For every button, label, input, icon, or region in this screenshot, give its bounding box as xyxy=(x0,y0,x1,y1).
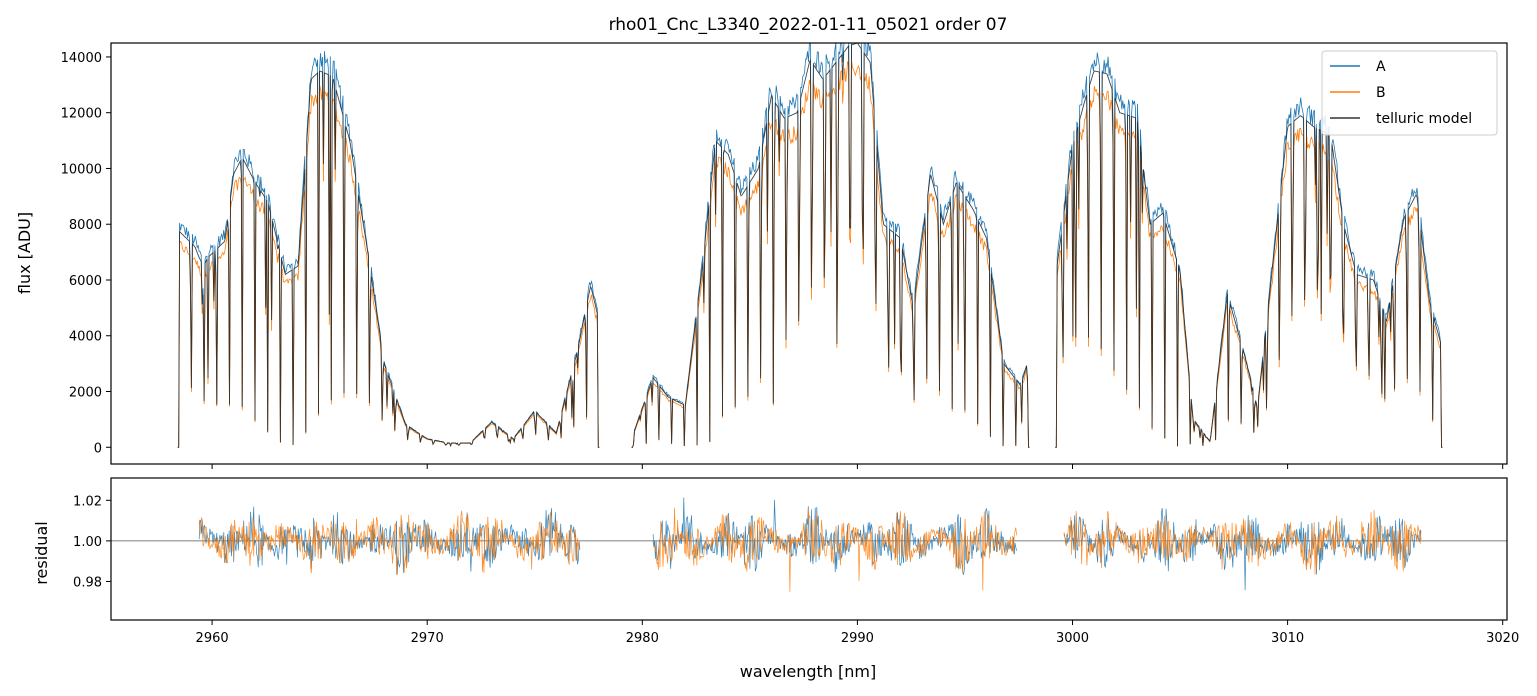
legend: A B telluric model xyxy=(1321,50,1498,136)
flux-y-tick-label: 6000 xyxy=(69,274,102,289)
flux-y-tick-label: 0 xyxy=(94,441,102,456)
series-b-line-seg-0 xyxy=(177,84,600,448)
legend-label-b: B xyxy=(1376,85,1386,101)
residual-b-line-seg-2 xyxy=(1063,510,1422,575)
series-a-line-seg-0 xyxy=(177,51,600,448)
residual-y-tick-label: 0.98 xyxy=(73,575,102,590)
residual-panel: 0.98 1.00 1.02 2960 2970 2980 2990 3000 3010 302… xyxy=(32,477,1519,681)
flux-panel: 0 2000 4000 6000 8000 10000 12000 14000 flux [A… xyxy=(15,42,1508,469)
x-tick-label: 2990 xyxy=(841,631,874,646)
residual-a-line-seg-1 xyxy=(652,497,1017,575)
flux-y-tick-label: 10000 xyxy=(61,162,102,177)
residual-y-axis-label: residual xyxy=(32,521,51,584)
residual-b-line-seg-1 xyxy=(652,507,1017,592)
flux-axes-frame xyxy=(110,42,1508,465)
legend-box xyxy=(1321,50,1498,136)
legend-label-a: A xyxy=(1376,59,1386,75)
x-tick-label: 2980 xyxy=(626,631,659,646)
telluric-model-line-seg-2 xyxy=(1055,70,1443,448)
telluric-model-line-seg-0 xyxy=(177,70,600,448)
flux-y-tick-label: 8000 xyxy=(69,218,102,233)
residual-x-ticks: 2960 2970 2980 2990 3000 3010 3020 xyxy=(196,620,1519,646)
flux-y-axis-label: flux [ADU] xyxy=(15,212,34,294)
x-tick-label: 3010 xyxy=(1271,631,1304,646)
x-tick-label: 2970 xyxy=(411,631,444,646)
flux-x-ticks xyxy=(211,464,1504,469)
flux-series-group xyxy=(177,43,1443,448)
residual-a-line-seg-2 xyxy=(1063,508,1422,591)
telluric-model-line-seg-1 xyxy=(631,43,1030,448)
chart-title: rho01_Cnc_L3340_2022-01-11_05021 order 0… xyxy=(609,15,1008,35)
residual-y-tick-label: 1.00 xyxy=(73,535,102,550)
x-axis-label: wavelength [nm] xyxy=(740,662,877,681)
flux-y-ticks: 0 2000 4000 6000 8000 10000 12000 14000 xyxy=(61,51,111,456)
residual-b-line-seg-0 xyxy=(198,510,581,576)
residual-y-ticks: 0.98 1.00 1.02 xyxy=(73,494,111,590)
flux-y-tick-label: 12000 xyxy=(61,107,102,122)
x-tick-label: 2960 xyxy=(196,631,229,646)
flux-y-tick-label: 2000 xyxy=(69,386,102,401)
residual-series-group xyxy=(111,497,1507,592)
legend-label-telluric: telluric model xyxy=(1376,111,1472,127)
residual-y-tick-label: 1.02 xyxy=(73,494,102,509)
x-tick-label: 3020 xyxy=(1486,631,1519,646)
x-tick-label: 3000 xyxy=(1056,631,1089,646)
flux-y-tick-label: 4000 xyxy=(69,330,102,345)
residual-axes-frame xyxy=(110,477,1508,621)
flux-y-tick-label: 14000 xyxy=(61,51,102,66)
residual-a-line-seg-0 xyxy=(198,506,581,575)
